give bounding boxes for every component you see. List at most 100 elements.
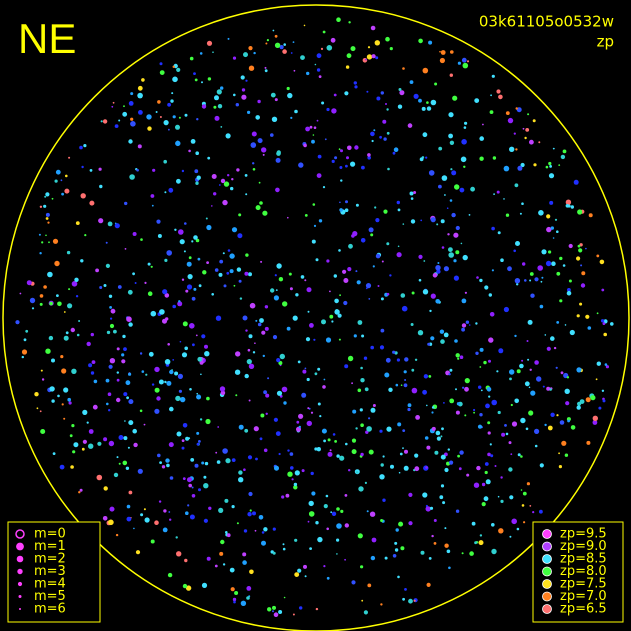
star [255,457,258,461]
star [374,206,377,209]
star [452,95,458,101]
star [345,65,350,69]
star [529,368,532,371]
star [559,256,563,261]
star [122,111,128,117]
star [189,388,192,391]
star [126,504,131,509]
star [300,275,305,279]
star [245,329,248,332]
star [375,218,380,223]
star [509,495,514,500]
star [287,216,289,219]
star [122,460,128,466]
star [70,327,76,333]
star [366,54,373,60]
star [150,265,153,268]
star [205,217,208,220]
star [309,323,314,328]
star [201,461,205,465]
star [106,402,109,406]
star [440,339,445,344]
star [414,466,420,472]
star [242,315,248,321]
star [573,179,579,185]
star [130,117,134,121]
star [596,312,599,315]
star [248,46,253,51]
star [201,81,203,84]
star [169,518,172,521]
star [515,107,518,110]
star [225,531,228,534]
star [503,165,510,172]
star [122,334,126,339]
star [293,485,298,490]
star [233,600,236,604]
star [282,547,286,551]
star [263,448,268,453]
star [446,461,450,466]
star [219,259,224,264]
star [520,417,526,424]
star [389,274,392,277]
star [392,554,397,558]
star [413,599,416,602]
star [490,94,492,97]
star [370,233,374,237]
star [286,326,291,331]
star [440,454,446,460]
star [263,527,268,532]
star [534,360,539,365]
star [113,329,117,334]
star [235,103,239,107]
magnitude-symbol [19,608,21,610]
zp-symbol [542,591,552,602]
star [187,477,192,483]
star [360,366,363,370]
star [264,66,267,69]
star [118,462,121,465]
star [465,320,470,324]
star [218,507,224,513]
star [478,385,482,389]
star [444,194,446,196]
star [524,136,527,140]
star [477,424,483,429]
star [242,560,247,565]
star [272,527,276,531]
star [128,490,133,495]
star [592,420,598,425]
star [353,81,357,85]
star [370,407,376,413]
star [420,550,425,555]
star [235,394,238,397]
star [436,223,439,226]
star [576,405,581,410]
star [156,396,161,401]
star [516,369,521,374]
star [489,443,492,446]
star [249,302,256,309]
star [231,178,234,181]
star [457,454,460,458]
star [486,387,492,392]
star [159,62,163,66]
star [339,455,345,461]
star [171,92,174,95]
star [570,205,574,209]
star [397,575,400,579]
star [380,463,384,467]
star [66,250,71,255]
star [270,92,276,98]
star [411,368,415,372]
star [359,408,363,412]
star [431,411,434,414]
star [282,49,287,54]
star [336,17,341,23]
star [184,222,187,225]
star [548,173,555,179]
star [222,199,228,206]
star [216,89,222,95]
star [566,290,572,296]
